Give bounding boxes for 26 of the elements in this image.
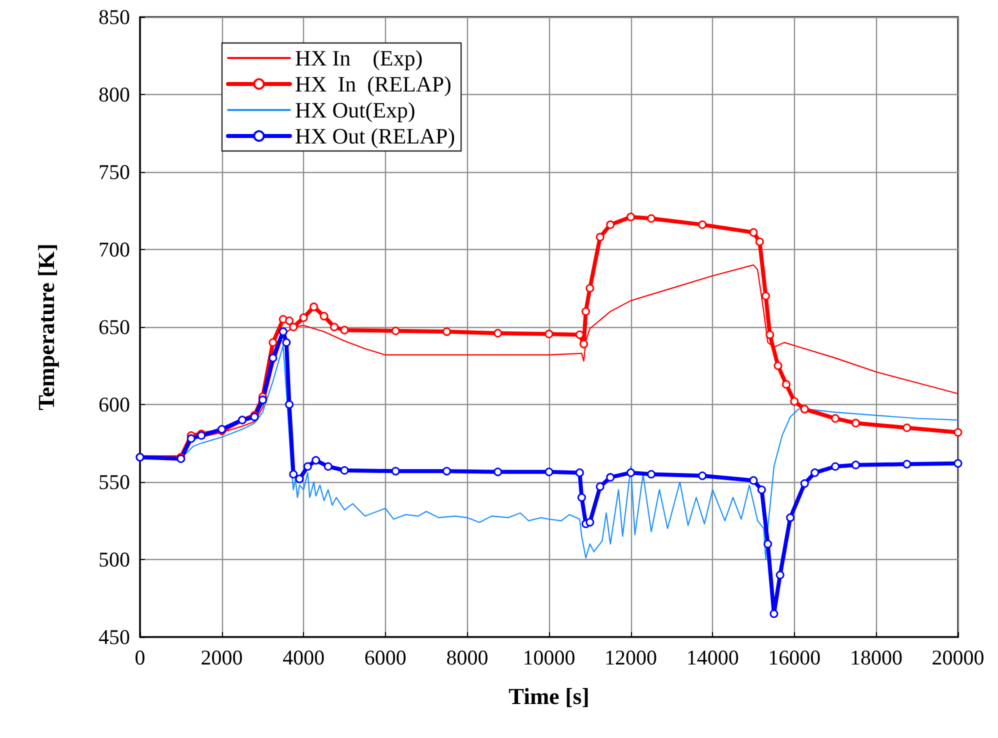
x-tick-label: 10000 <box>522 646 576 670</box>
y-tick-label: 700 <box>98 238 130 262</box>
x-tick-label: 18000 <box>850 646 902 670</box>
y-tick-label: 450 <box>98 625 130 649</box>
y-tick-label: 550 <box>98 470 130 494</box>
y-tick-label: 600 <box>98 392 130 416</box>
legend-label: HX Out(Exp) <box>295 98 416 122</box>
y-tick-label: 800 <box>98 82 130 106</box>
x-tick-label: 6000 <box>364 646 406 670</box>
x-tick-label: 4000 <box>282 646 325 670</box>
x-tick-label: 8000 <box>446 646 488 670</box>
x-tick-label: 2000 <box>200 646 243 670</box>
legend-label: HX In (RELAP) <box>295 72 452 96</box>
y-tick-label: 750 <box>98 160 130 184</box>
y-tick-label: 650 <box>98 315 130 339</box>
x-axis-title: Time [s] <box>508 684 590 709</box>
y-tick-label: 850 <box>98 5 130 29</box>
y-tick-label: 500 <box>98 548 130 572</box>
x-tick-label: 12000 <box>604 646 658 670</box>
x-tick-label: 20000 <box>932 646 984 670</box>
x-tick-label: 14000 <box>686 646 739 670</box>
x-tick-label: 0 <box>134 646 146 670</box>
y-axis-title: Temperature [K] <box>34 244 59 410</box>
legend-label: HX In (Exp) <box>295 46 423 70</box>
x-tick-label: 16000 <box>768 646 821 670</box>
legend-label: HX Out (RELAP) <box>295 124 456 148</box>
